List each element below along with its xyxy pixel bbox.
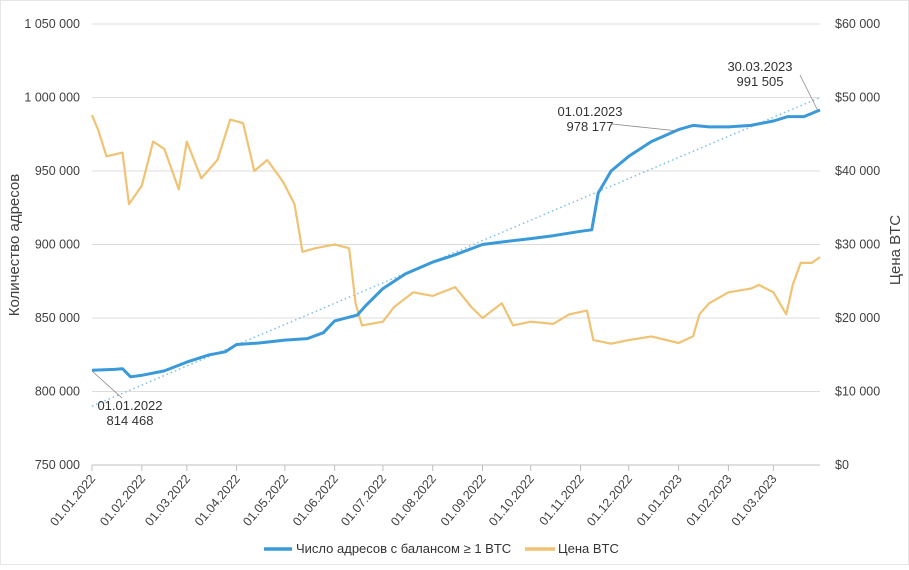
annotation-value: 991 505 — [737, 74, 784, 89]
legend-label-addresses: Число адресов с балансом ≥ 1 BTC — [296, 541, 511, 556]
y-left-tick-label: 900 000 — [35, 238, 80, 252]
annotation-date: 01.01.2023 — [557, 104, 622, 119]
y-right-tick-label: $20 000 — [835, 311, 880, 325]
legend-label-price: Цена BTC — [558, 541, 619, 556]
y-left-tick-label: 750 000 — [35, 458, 80, 472]
left-axis-title: Количество адресов — [6, 174, 23, 317]
y-right-tick-label: $10 000 — [835, 385, 880, 399]
legend: Число адресов с балансом ≥ 1 BTC Цена BT… — [264, 541, 619, 556]
y-right-tick-label: $40 000 — [835, 164, 880, 178]
right-axis-title: Цена BTC — [887, 215, 904, 285]
y-right-tick-label: $50 000 — [835, 91, 880, 105]
y-left-tick-label: 850 000 — [35, 311, 80, 325]
y-left-tick-label: 1 000 000 — [24, 91, 80, 105]
y-right-tick-label: $60 000 — [835, 17, 880, 31]
annotation-date: 30.03.2023 — [727, 59, 792, 74]
y-right-tick-label: $30 000 — [835, 238, 880, 252]
y-right-tick-label: $0 — [835, 458, 849, 472]
annotation-date: 01.01.2022 — [97, 398, 162, 413]
annotation-value: 814 468 — [107, 413, 154, 428]
y-left-tick-label: 1 050 000 — [24, 17, 80, 31]
y-left-tick-label: 950 000 — [35, 164, 80, 178]
annotation-value: 978 177 — [567, 119, 614, 134]
y-left-tick-label: 800 000 — [35, 385, 80, 399]
